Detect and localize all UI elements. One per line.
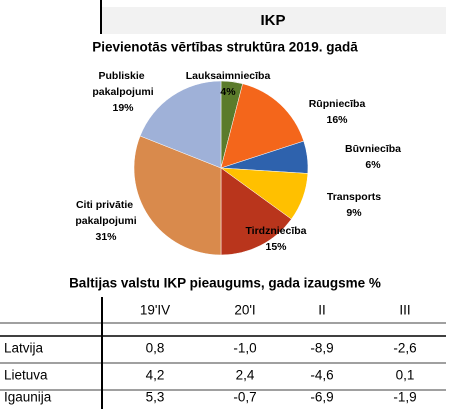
- table-title: Baltijas valstu IKP pieaugums, gada izau…: [69, 276, 381, 291]
- cell: -4,6: [310, 368, 333, 383]
- cell: 2,4: [236, 368, 255, 383]
- slice-label: Lauksaimniecība: [186, 70, 271, 82]
- pie-slice: [139, 80, 222, 169]
- pie-slice: [220, 83, 305, 169]
- row-label: Igaunija: [4, 390, 52, 405]
- cell: 5,3: [146, 390, 165, 405]
- slice-value-label: 31%: [95, 231, 117, 243]
- slice-label: Citi privātie pakalpojumi: [75, 199, 136, 227]
- slice-label: Būvniecība: [345, 143, 401, 155]
- column-header: 19'IV: [140, 303, 170, 318]
- cell: 4,2: [146, 368, 165, 383]
- slice-value-label: 16%: [326, 114, 348, 126]
- row-label: Lietuva: [4, 368, 48, 383]
- slice-label: Publiskie pakalpojumi: [92, 70, 153, 98]
- cell: -6,9: [310, 390, 333, 405]
- slice-label: Transports: [327, 191, 381, 203]
- pie-slice: [133, 135, 222, 256]
- cell: -1,9: [393, 390, 416, 405]
- cell: 0,8: [146, 341, 165, 356]
- column-header: II: [318, 303, 326, 318]
- slice-value-label: 6%: [365, 159, 381, 171]
- row-label: Latvija: [4, 341, 44, 356]
- column-header: 20'I: [234, 303, 255, 318]
- cell: -2,6: [393, 341, 416, 356]
- column-header: III: [399, 303, 410, 318]
- cell: -8,9: [310, 341, 333, 356]
- chart-title: Pievienotās vērtības struktūra 2019. gad…: [92, 40, 358, 55]
- slice-value-label: 9%: [346, 207, 362, 219]
- slice-value-label: 4%: [220, 86, 236, 98]
- slice-value-label: 15%: [265, 241, 287, 253]
- cell: -1,0: [233, 341, 256, 356]
- slice-label: Tirdzniecība: [245, 225, 306, 237]
- cell: -0,7: [233, 390, 256, 405]
- header-box: [101, 7, 446, 34]
- header-title: IKP: [260, 12, 285, 29]
- slice-label: Rūpniecība: [309, 98, 366, 110]
- slice-value-label: 19%: [112, 102, 134, 114]
- cell: 0,1: [396, 368, 415, 383]
- pie-slice: [220, 167, 292, 256]
